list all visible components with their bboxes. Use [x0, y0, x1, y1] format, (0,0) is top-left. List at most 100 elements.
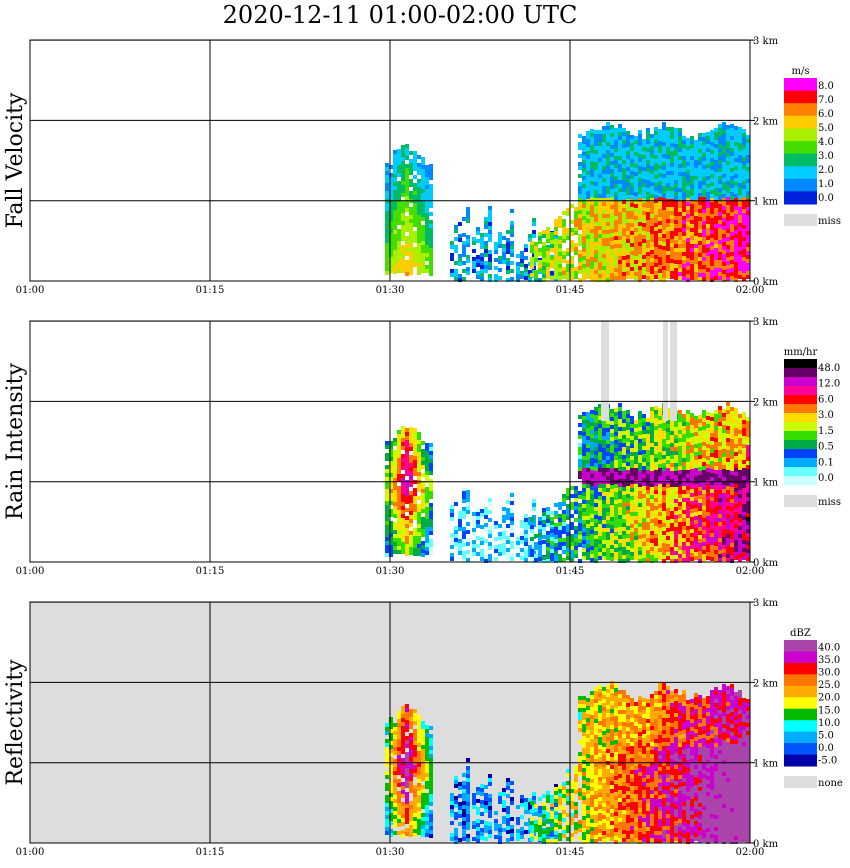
x-tick-label: 01:15 [196, 847, 225, 858]
colorbar-label: 25.0 [818, 680, 840, 691]
colorbar-label: 7.0 [818, 95, 834, 106]
x-tick-label: 01:45 [556, 566, 585, 577]
colorbar-miss-swatch [784, 776, 817, 788]
colorbar-label: 0.5 [818, 442, 834, 453]
colorbar-swatch [784, 128, 817, 142]
y-tick-label: 1 km [753, 478, 779, 489]
colorbar-swatch [784, 115, 817, 129]
colorbar-label: 35.0 [818, 655, 840, 666]
x-tick-label: 01:45 [556, 285, 585, 296]
colorbar-swatch [784, 153, 817, 167]
colorbar-swatch [784, 697, 817, 710]
colorbar-unit: m/s [792, 66, 810, 77]
x-tick-label: 01:00 [16, 285, 45, 296]
colorbar-label: 1.5 [818, 426, 834, 437]
colorbar-label: 5.0 [818, 731, 834, 742]
colorbar-miss-label: none [818, 778, 843, 789]
colorbar-swatch [784, 467, 817, 477]
colorbar-label: 30.0 [818, 668, 840, 679]
colorbar-swatch [784, 386, 817, 396]
colorbar-swatch [784, 178, 817, 192]
y-tick-label: 1 km [753, 197, 779, 208]
colorbar-swatch [784, 458, 817, 468]
y-tick-label: 2 km [753, 678, 779, 689]
x-tick-label: 01:30 [376, 566, 405, 577]
colorbar-swatch [784, 413, 817, 423]
colorbar-swatch [784, 685, 817, 698]
colorbar-swatch [784, 731, 817, 744]
y-tick-label: 3 km [753, 598, 779, 609]
plot-frame [29, 320, 751, 563]
colorbar-label: 0.0 [818, 193, 834, 204]
x-tick-label: 02:00 [736, 847, 765, 858]
colorbar-swatch [784, 440, 817, 450]
heatmap-cells [385, 681, 750, 844]
colorbar-swatch [784, 743, 817, 756]
colorbar-swatch [784, 395, 817, 405]
x-tick-label: 02:00 [736, 566, 765, 577]
colorbar-swatch [784, 404, 817, 414]
chart-title: 2020-12-11 01:00-02:00 UTC [222, 1, 578, 29]
colorbar-swatch [784, 720, 817, 733]
colorbar-label: 40.0 [818, 642, 840, 653]
colorbar-swatch [784, 141, 817, 155]
colorbar-swatch [784, 103, 817, 117]
colorbar-swatch [784, 708, 817, 721]
colorbar-miss-label: miss [818, 216, 841, 227]
colorbar-swatch [784, 476, 817, 486]
panel-3: 0 km 1 km 2 km 3 km 01:00 01:15 01:30 01:45 02:0… [3, 598, 843, 858]
colorbar-label: 0.0 [818, 743, 834, 754]
colorbar-label: 4.0 [818, 137, 834, 148]
plot-frame [29, 601, 751, 844]
colorbar-swatch [784, 640, 817, 652]
y-tick-label: 2 km [753, 397, 779, 408]
x-tick-label: 01:30 [376, 285, 405, 296]
colorbar-label: 0.0 [818, 473, 834, 484]
colorbar-swatch [784, 449, 817, 459]
missing-column [670, 321, 677, 421]
colorbar-label: 1.0 [818, 179, 834, 190]
y-tick-label: 3 km [753, 36, 779, 47]
colorbar-label: 8.0 [818, 81, 834, 92]
colorbar-swatch [784, 674, 817, 687]
colorbar-label: 6.0 [818, 109, 834, 120]
colorbar-label: 0.1 [818, 457, 834, 468]
panel-2: 0 km 1 km 2 km 3 km 01:00 01:15 01:30 01:45 02:0… [3, 317, 841, 577]
colorbar-miss-swatch [784, 214, 817, 226]
colorbar-label: 15.0 [818, 705, 840, 716]
colorbar-swatch [784, 90, 817, 104]
colorbar-label: 10.0 [818, 718, 840, 729]
colorbar-swatch [784, 78, 817, 92]
colorbar-miss-swatch [784, 495, 817, 507]
x-tick-label: 01:00 [16, 847, 45, 858]
x-tick-label: 01:00 [16, 566, 45, 577]
colorbar-swatch [784, 651, 817, 664]
heatmap-cells [385, 122, 750, 282]
colorbar: dBZ 40.0 35.0 30.025.0 20.015.0 10.0 5.00.0 -5.… [784, 628, 843, 789]
colorbar-label: 3.0 [818, 151, 834, 162]
y-tick-label: 3 km [753, 317, 779, 328]
colorbar-swatch [784, 191, 817, 205]
colorbar-swatch [784, 662, 817, 675]
y-tick-label: 1 km [753, 759, 779, 770]
heatmap-cells [385, 321, 750, 563]
panel-ylabel: Reflectivity [3, 659, 28, 786]
colorbar-miss-label: miss [818, 497, 841, 508]
plot-frame [29, 39, 751, 282]
colorbar-label: 2.0 [818, 165, 834, 176]
colorbar-swatch [784, 754, 817, 767]
colorbar-swatch [784, 368, 817, 378]
colorbar-label: 12.0 [818, 379, 840, 390]
colorbar-swatch [784, 377, 817, 387]
y-tick-label: 0 km [753, 839, 779, 850]
colorbar-label: 6.0 [818, 394, 834, 405]
colorbar: m/s 8.0 7.0 6.0 5.0 4.0 3.0 2.0 1.0 0.0 miss [784, 66, 841, 227]
x-tick-label: 01:15 [196, 566, 225, 577]
panel-ylabel: Fall Velocity [3, 92, 28, 228]
x-tick-label: 01:30 [376, 847, 405, 858]
x-tick-label: 01:15 [196, 285, 225, 296]
colorbar-swatch [784, 166, 817, 180]
colorbar-label: -5.0 [818, 756, 837, 767]
y-tick-label: 0 km [753, 277, 779, 288]
